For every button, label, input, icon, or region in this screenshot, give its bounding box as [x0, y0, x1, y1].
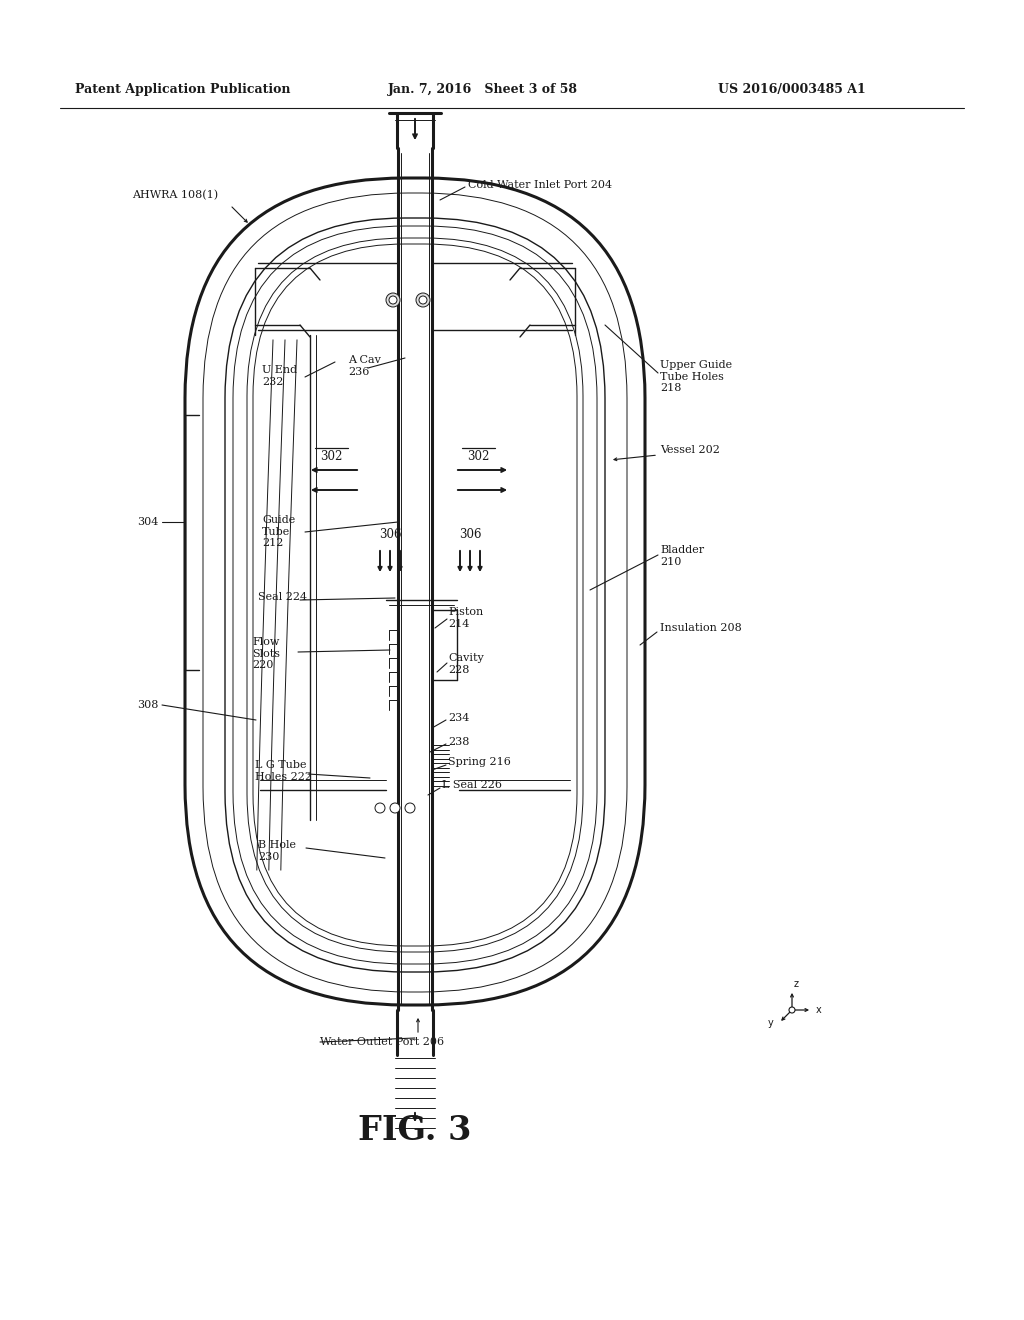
Text: 302: 302 [319, 450, 342, 462]
Text: Cavity
228: Cavity 228 [449, 653, 483, 675]
Text: z: z [794, 979, 799, 989]
Text: 306: 306 [459, 528, 481, 540]
Text: AHWRA 108(1): AHWRA 108(1) [132, 190, 218, 201]
Circle shape [790, 1007, 795, 1012]
Text: US 2016/0003485 A1: US 2016/0003485 A1 [718, 83, 865, 96]
Text: 238: 238 [449, 737, 469, 747]
Text: Seal 224: Seal 224 [258, 591, 307, 602]
Text: 308: 308 [136, 700, 158, 710]
Text: U End
232: U End 232 [262, 366, 297, 387]
Text: Patent Application Publication: Patent Application Publication [75, 83, 291, 96]
Text: Jan. 7, 2016   Sheet 3 of 58: Jan. 7, 2016 Sheet 3 of 58 [388, 83, 578, 96]
Circle shape [386, 293, 400, 308]
Text: Bladder
210: Bladder 210 [660, 545, 705, 566]
Text: Flow
Slots
220: Flow Slots 220 [252, 638, 280, 671]
Text: Guide
Tube
212: Guide Tube 212 [262, 515, 295, 548]
Text: 304: 304 [136, 517, 158, 527]
Circle shape [419, 296, 427, 304]
Text: L Seal 226: L Seal 226 [442, 780, 502, 789]
Text: L G Tube
Holes 222: L G Tube Holes 222 [255, 760, 312, 781]
Text: A Cav
236: A Cav 236 [348, 355, 381, 376]
Text: Insulation 208: Insulation 208 [660, 623, 741, 634]
Text: Piston
214: Piston 214 [449, 607, 483, 628]
Text: Upper Guide
Tube Holes
218: Upper Guide Tube Holes 218 [660, 360, 732, 393]
Text: B Hole
230: B Hole 230 [258, 840, 296, 862]
Text: Vessel 202: Vessel 202 [660, 445, 720, 455]
Circle shape [406, 803, 415, 813]
Circle shape [416, 293, 430, 308]
Text: y: y [767, 1018, 773, 1028]
Circle shape [389, 296, 397, 304]
Text: FIG. 3: FIG. 3 [358, 1114, 472, 1147]
Circle shape [390, 803, 400, 813]
Text: x: x [816, 1005, 821, 1015]
Text: 302: 302 [467, 450, 489, 462]
Text: Cold Water Inlet Port 204: Cold Water Inlet Port 204 [468, 180, 612, 190]
Circle shape [375, 803, 385, 813]
Text: Water Outlet Port 206: Water Outlet Port 206 [319, 1038, 444, 1047]
Text: Spring 216: Spring 216 [449, 756, 511, 767]
Text: 234: 234 [449, 713, 469, 723]
Text: 306: 306 [379, 528, 401, 540]
